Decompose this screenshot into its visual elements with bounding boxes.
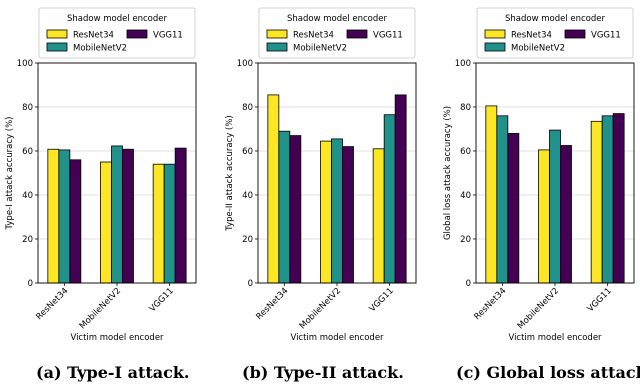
legend-swatch <box>46 42 68 52</box>
legend-swatch <box>266 42 288 52</box>
x-tick-label: VGG11 <box>586 286 614 314</box>
legend-label: MobileNetV2 <box>511 44 565 54</box>
legend-label: MobileNetV2 <box>293 44 347 54</box>
x-tick-label: MobileNetV2 <box>298 286 343 331</box>
x-tick-label: MobileNetV2 <box>78 286 123 331</box>
legend-label: MobileNetV2 <box>73 44 127 54</box>
x-tick-label: ResNet34 <box>472 286 508 322</box>
bar <box>560 145 572 284</box>
y-tick-label: 40 <box>460 191 471 201</box>
y-tick-label: 20 <box>242 235 253 245</box>
y-tick-label: 100 <box>455 59 471 69</box>
legend: Shadow model encoder ResNet34 VGG11 MobileN… <box>38 7 196 59</box>
legend-swatch <box>484 42 506 52</box>
legend-label: VGG11 <box>591 31 621 41</box>
y-tick-label: 80 <box>242 103 253 113</box>
bar <box>111 145 123 284</box>
bar <box>538 149 550 284</box>
y-tick-label: 20 <box>22 235 33 245</box>
legend-label: VGG11 <box>373 31 403 41</box>
y-axis-label: Global loss attack accuracy (%) <box>443 106 453 240</box>
legend-swatch <box>46 29 68 39</box>
legend-box <box>258 7 416 59</box>
bar <box>507 132 520 284</box>
bar <box>590 120 603 284</box>
x-tick-label: VGG11 <box>148 286 176 314</box>
caption-row: (a) Type-I attack. (b) Type-II attack. (… <box>0 357 640 391</box>
legend-swatch <box>484 29 506 39</box>
bar <box>152 163 165 284</box>
bar <box>100 161 112 284</box>
legend: Shadow model encoder ResNet34 VGG11 MobileN… <box>258 7 416 59</box>
x-tick-label: ResNet34 <box>254 286 290 322</box>
y-tick-label: 40 <box>242 191 253 201</box>
bar <box>496 115 509 284</box>
bar <box>601 115 614 284</box>
bar <box>278 130 291 284</box>
bar <box>612 113 625 284</box>
y-tick-label: 60 <box>22 147 33 157</box>
x-tick-label: VGG11 <box>368 286 396 314</box>
legend-box <box>38 7 196 59</box>
y-tick-label: 100 <box>237 59 253 69</box>
legend-box <box>476 7 634 59</box>
bar <box>383 114 396 284</box>
y-tick-label: 60 <box>460 147 471 157</box>
bar <box>289 135 302 284</box>
legend-label: ResNet34 <box>293 31 334 41</box>
bar <box>394 94 407 284</box>
bar <box>174 147 187 284</box>
x-axis-label: Victim model encoder <box>290 333 384 343</box>
bar <box>47 148 60 284</box>
legend-label: ResNet34 <box>511 31 552 41</box>
bar <box>485 105 498 284</box>
y-tick-label: 0 <box>28 279 33 289</box>
bar <box>267 94 280 284</box>
legend-swatch <box>126 29 148 39</box>
legend-label: VGG11 <box>153 31 183 41</box>
y-tick-label: 40 <box>22 191 33 201</box>
y-tick-label: 60 <box>242 147 253 157</box>
x-axis-label: Victim model encoder <box>508 333 602 343</box>
x-tick-label: ResNet34 <box>34 286 70 322</box>
legend-swatch <box>346 29 368 39</box>
x-tick-label: MobileNetV2 <box>516 286 561 331</box>
y-tick-label: 0 <box>466 279 471 289</box>
caption-a: (a) Type-I attack. <box>36 363 190 382</box>
y-tick-label: 20 <box>460 235 471 245</box>
bar <box>58 149 71 284</box>
y-tick-label: 80 <box>22 103 33 113</box>
bar <box>320 140 332 284</box>
bar <box>69 159 82 284</box>
legend-title: Shadow model encoder <box>287 14 388 24</box>
legend-swatch <box>266 29 288 39</box>
caption-c: (c) Global loss attack. <box>456 363 640 382</box>
legend-title: Shadow model encoder <box>505 14 606 24</box>
bar <box>342 146 354 284</box>
legend-swatch <box>564 29 586 39</box>
bar <box>331 138 343 284</box>
caption-b: (b) Type-II attack. <box>242 363 404 382</box>
y-tick-label: 80 <box>460 103 471 113</box>
y-tick-label: 0 <box>248 279 253 289</box>
y-axis-label: Type-I attack accuracy (%) <box>5 117 15 231</box>
legend-title: Shadow model encoder <box>67 14 168 24</box>
bar <box>122 148 134 284</box>
bar <box>163 163 176 284</box>
bar <box>549 129 561 284</box>
y-axis-label: Type-II attack accuracy (%) <box>225 115 235 231</box>
legend-label: ResNet34 <box>73 31 114 41</box>
y-tick-label: 100 <box>17 59 33 69</box>
legend: Shadow model encoder ResNet34 VGG11 MobileN… <box>476 7 634 59</box>
bar <box>372 148 385 284</box>
x-axis-label: Victim model encoder <box>70 333 164 343</box>
